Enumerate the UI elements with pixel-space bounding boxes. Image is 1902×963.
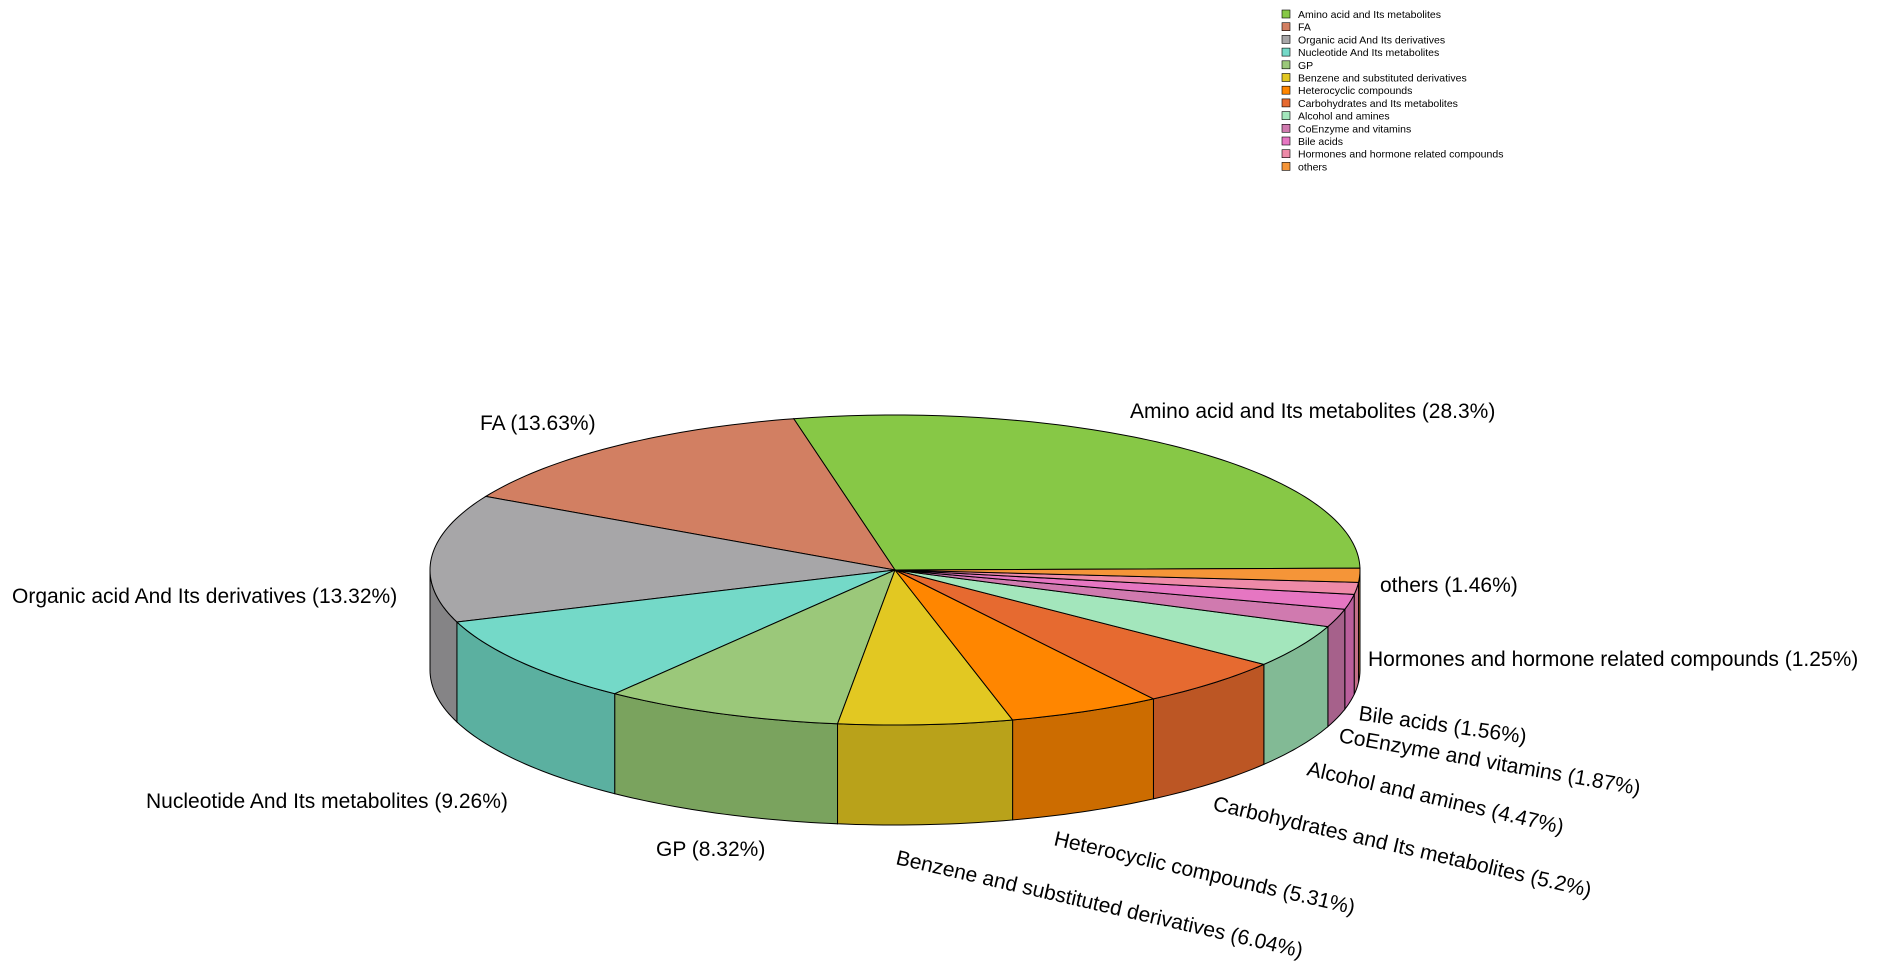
- legend-swatch-alcohol-and-amines: [1281, 111, 1291, 120]
- pie-slice-amino-acid-and-its-metabolites: [792, 414, 1361, 571]
- legend-swatch-carbohydrates-and-its-metabolites: [1281, 98, 1291, 108]
- legend-label-heterocyclic-compounds: Heterocyclic compounds: [1298, 85, 1412, 97]
- legend-label-bile-acids: Bile acids: [1298, 136, 1343, 148]
- legend-label-fa: FA: [1298, 22, 1311, 34]
- legend-swatch-benzene-and-substituted-derivatives: [1281, 73, 1291, 82]
- pie-slice-carbohydrates-and-its-metabolites: [894, 569, 1266, 700]
- legend-swatch-coenzyme-and-vitamins: [1281, 124, 1291, 133]
- legend-label-nucleotide-and-its-metabolites: Nucleotide And Its metabolites: [1298, 47, 1439, 59]
- legend-swatch-gp: [1281, 60, 1291, 70]
- slice-label-others: others (1.46%): [1380, 574, 1518, 597]
- slice-label-amino-acid-and-its-metabolites: Amino acid and Its metabolites (28.3%): [1130, 400, 1495, 423]
- pie-slice-gp: [613, 569, 896, 725]
- pie-side-coenzyme-and-vitamins: [1327, 607, 1346, 728]
- legend-swatch-others: [1281, 162, 1291, 171]
- slice-label-hormones-and-hormone-related-compounds: Hormones and hormone related compounds (…: [1368, 648, 1858, 671]
- legend-swatch-nucleotide-and-its-metabolites: [1281, 47, 1291, 57]
- legend-swatch-hormones-and-hormone-related-compounds: [1281, 149, 1291, 158]
- slice-label-fa: FA (13.63%): [480, 412, 596, 435]
- slice-label-benzene-and-substituted-derivatives: Benzene and substituted derivatives (6.0…: [894, 846, 1305, 962]
- legend-swatch-heterocyclic-compounds: [1281, 85, 1291, 95]
- pie-side-bile-acids: [1344, 594, 1355, 711]
- pie-top-layer: [429, 414, 1361, 726]
- legend-swatch-organic-acid-and-its-derivatives: [1281, 35, 1291, 44]
- slice-label-nucleotide-and-its-metabolites: Nucleotide And Its metabolites (9.26%): [146, 790, 508, 813]
- pie-slice-nucleotide-and-its-metabolites: [455, 569, 896, 695]
- pie-slice-coenzyme-and-vitamins: [894, 569, 1346, 628]
- pie-side-benzene-and-substituted-derivatives: [837, 719, 1014, 826]
- pie-slice-fa: [484, 418, 897, 571]
- pie-slice-bile-acids: [894, 569, 1355, 610]
- legend-swatch-bile-acids: [1281, 136, 1291, 146]
- legend: Amino acid and Its metabolitesFAOrganic …: [1281, 9, 1503, 173]
- legend-label-others: others: [1298, 161, 1327, 173]
- legend-label-hormones-and-hormone-related-compounds: Hormones and hormone related compounds: [1298, 149, 1503, 161]
- legend-label-coenzyme-and-vitamins: CoEnzyme and vitamins: [1298, 123, 1411, 135]
- legend-label-alcohol-and-amines: Alcohol and amines: [1298, 111, 1390, 123]
- pie-slice-heterocyclic-compounds: [894, 569, 1155, 721]
- slice-label-organic-acid-and-its-derivatives: Organic acid And Its derivatives (13.32%…: [12, 585, 397, 608]
- legend-label-gp: GP: [1298, 60, 1313, 72]
- legend-label-benzene-and-substituted-derivatives: Benzene and substituted derivatives: [1298, 73, 1467, 85]
- pie-slice-alcohol-and-amines: [894, 569, 1330, 665]
- pie-slice-organic-acid-and-its-derivatives: [429, 495, 896, 623]
- legend-swatch-fa: [1281, 22, 1291, 32]
- slice-label-gp: GP (8.32%): [656, 838, 765, 861]
- legend-label-carbohydrates-and-its-metabolites: Carbohydrates and Its metabolites: [1298, 98, 1458, 110]
- legend-label-organic-acid-and-its-derivatives: Organic acid And Its derivatives: [1298, 34, 1445, 46]
- legend-label-amino-acid-and-its-metabolites: Amino acid and Its metabolites: [1298, 9, 1441, 21]
- pie-side-layer: [429, 569, 1361, 826]
- pie-side-hormones-and-hormone-related-compounds: [1353, 582, 1360, 695]
- pie-slice-others: [894, 567, 1361, 583]
- legend-swatch-amino-acid-and-its-metabolites: [1281, 9, 1291, 19]
- pie-slice-benzene-and-substituted-derivatives: [836, 568, 1014, 726]
